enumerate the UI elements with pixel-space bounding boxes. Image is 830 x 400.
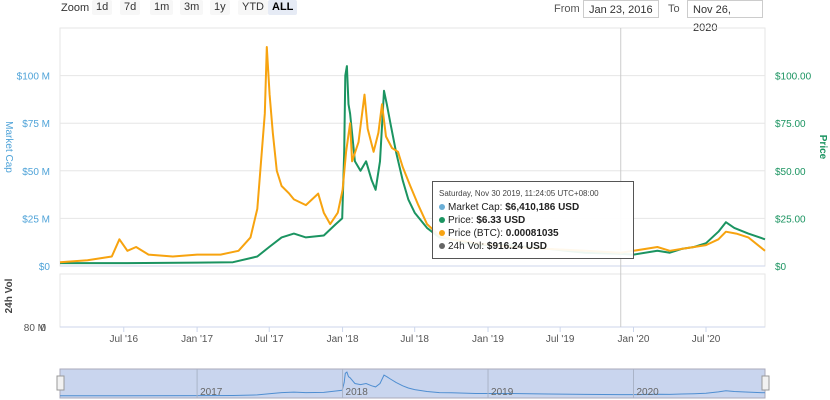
to-date-input[interactable]: Nov 26, 2020 bbox=[687, 0, 763, 34]
chart-grid bbox=[59, 27, 766, 328]
x-axis: Jul '16 Jan '17 Jul '17 Jan '18 Jul '18 Jan '… bbox=[109, 327, 721, 345]
market-cap-tick-label: $100 M bbox=[17, 72, 50, 83]
x-tick-label: Jan '20 bbox=[618, 334, 650, 345]
series-color-dot bbox=[439, 230, 445, 237]
tooltip-row-value: $6,410,186 USD bbox=[505, 202, 580, 213]
tooltip-row-label: Price (BTC): bbox=[448, 228, 506, 239]
price-tick-label: $25.00 bbox=[775, 214, 806, 225]
series-line-price-btc- bbox=[59, 46, 766, 264]
zoom-button-1m[interactable]: 1m bbox=[150, 0, 174, 15]
price-axis: $0 $25.00 $50.00 $75.00 $100.00 bbox=[775, 72, 812, 273]
tooltip-row: Market Cap: $6,410,186 USD bbox=[439, 201, 627, 214]
tooltip-title: Saturday, Nov 30 2019, 11:24:05 UTC+08:0… bbox=[439, 189, 599, 198]
market-cap-axis: $0 $25 M $50 M $75 M $100 M bbox=[17, 72, 51, 273]
market-cap-tick-label: $25 M bbox=[22, 214, 50, 225]
tooltip-row: Price: $6.33 USD bbox=[439, 214, 627, 227]
price-tick-label: $75.00 bbox=[775, 119, 806, 130]
data-tooltip: Saturday, Nov 30 2019, 11:24:05 UTC+08:0… bbox=[432, 181, 634, 259]
zoom-button-ytd[interactable]: YTD bbox=[238, 0, 268, 15]
tooltip-row: 24h Vol: $916.24 USD bbox=[439, 240, 627, 253]
navigator-series bbox=[60, 371, 766, 397]
zoom-button-7d[interactable]: 7d bbox=[120, 0, 141, 15]
x-tick-label: Jul '18 bbox=[400, 334, 429, 345]
navigator-window bbox=[59, 368, 766, 399]
zoom-button-3m[interactable]: 3m bbox=[180, 0, 204, 15]
tooltip-row-label: Price: bbox=[448, 215, 477, 226]
main-pane-border bbox=[59, 27, 766, 267]
zoom-label: Zoom bbox=[61, 2, 90, 14]
tooltip-row-value: $6.33 USD bbox=[476, 215, 526, 226]
market-cap-axis-title: Market Cap bbox=[3, 121, 14, 173]
x-tick-label: Jan '19 bbox=[472, 334, 504, 345]
x-tick-label: Jul '20 bbox=[692, 334, 721, 345]
tooltip-row: Price (BTC): 0.00081035 bbox=[439, 227, 627, 240]
series-color-dot bbox=[439, 204, 445, 211]
tooltip-row-label: Market Cap: bbox=[448, 202, 506, 213]
x-tick-label: Jan '17 bbox=[181, 334, 213, 345]
volume-tick-label: 0 bbox=[40, 323, 46, 334]
from-label: From bbox=[554, 3, 580, 15]
volume-tick-label: 80 M bbox=[24, 323, 46, 334]
market-cap-tick-label: $0 bbox=[39, 262, 51, 273]
to-label: To bbox=[668, 3, 680, 15]
tooltip-row-label: 24h Vol: bbox=[448, 241, 487, 252]
tooltip-row-value: 0.00081035 bbox=[505, 228, 559, 239]
price-tick-label: $100.00 bbox=[775, 72, 812, 83]
volume-axis: 080 M bbox=[24, 323, 47, 334]
price-tick-label: $0 bbox=[775, 262, 787, 273]
from-date-input[interactable]: Jan 23, 2016 bbox=[583, 0, 659, 18]
volume-axis-title: 24h Vol bbox=[4, 278, 15, 313]
navigator-left-handle[interactable] bbox=[56, 375, 65, 391]
volume-pane-border bbox=[59, 273, 766, 328]
navigator-year-label: 2019 bbox=[491, 387, 514, 398]
x-tick-label: Jul '17 bbox=[255, 334, 284, 345]
navigator-year-label: 2017 bbox=[200, 387, 223, 398]
zoom-button-1y[interactable]: 1y bbox=[210, 0, 230, 15]
market-cap-tick-label: $75 M bbox=[22, 119, 50, 130]
series-line-price bbox=[60, 65, 766, 265]
navigator-year-label: 2020 bbox=[636, 387, 659, 398]
navigator: 2017 2018 2019 2020 bbox=[56, 368, 770, 399]
navigator-right-handle[interactable] bbox=[761, 375, 770, 391]
zoom-button-all[interactable]: ALL bbox=[268, 0, 298, 15]
price-axis-title: Price bbox=[817, 135, 828, 160]
series-color-dot bbox=[439, 217, 445, 224]
series-color-dot bbox=[439, 243, 445, 250]
x-tick-label: Jan '18 bbox=[327, 334, 359, 345]
x-tick-label: Jul '19 bbox=[546, 334, 575, 345]
navigator-year-label: 2018 bbox=[346, 387, 369, 398]
tooltip-row-value: $916.24 USD bbox=[486, 241, 547, 252]
price-tick-label: $50.00 bbox=[775, 167, 806, 178]
zoom-button-1d[interactable]: 1d bbox=[92, 0, 113, 15]
market-cap-tick-label: $50 M bbox=[22, 167, 50, 178]
x-tick-label: Jul '16 bbox=[109, 334, 138, 345]
series-layer bbox=[59, 46, 766, 265]
